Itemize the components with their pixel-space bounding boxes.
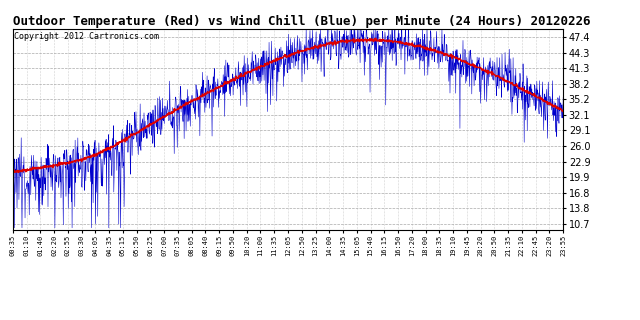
Text: Outdoor Temperature (Red) vs Wind Chill (Blue) per Minute (24 Hours) 20120226: Outdoor Temperature (Red) vs Wind Chill … [13,14,590,28]
Text: Copyright 2012 Cartronics.com: Copyright 2012 Cartronics.com [14,32,159,41]
